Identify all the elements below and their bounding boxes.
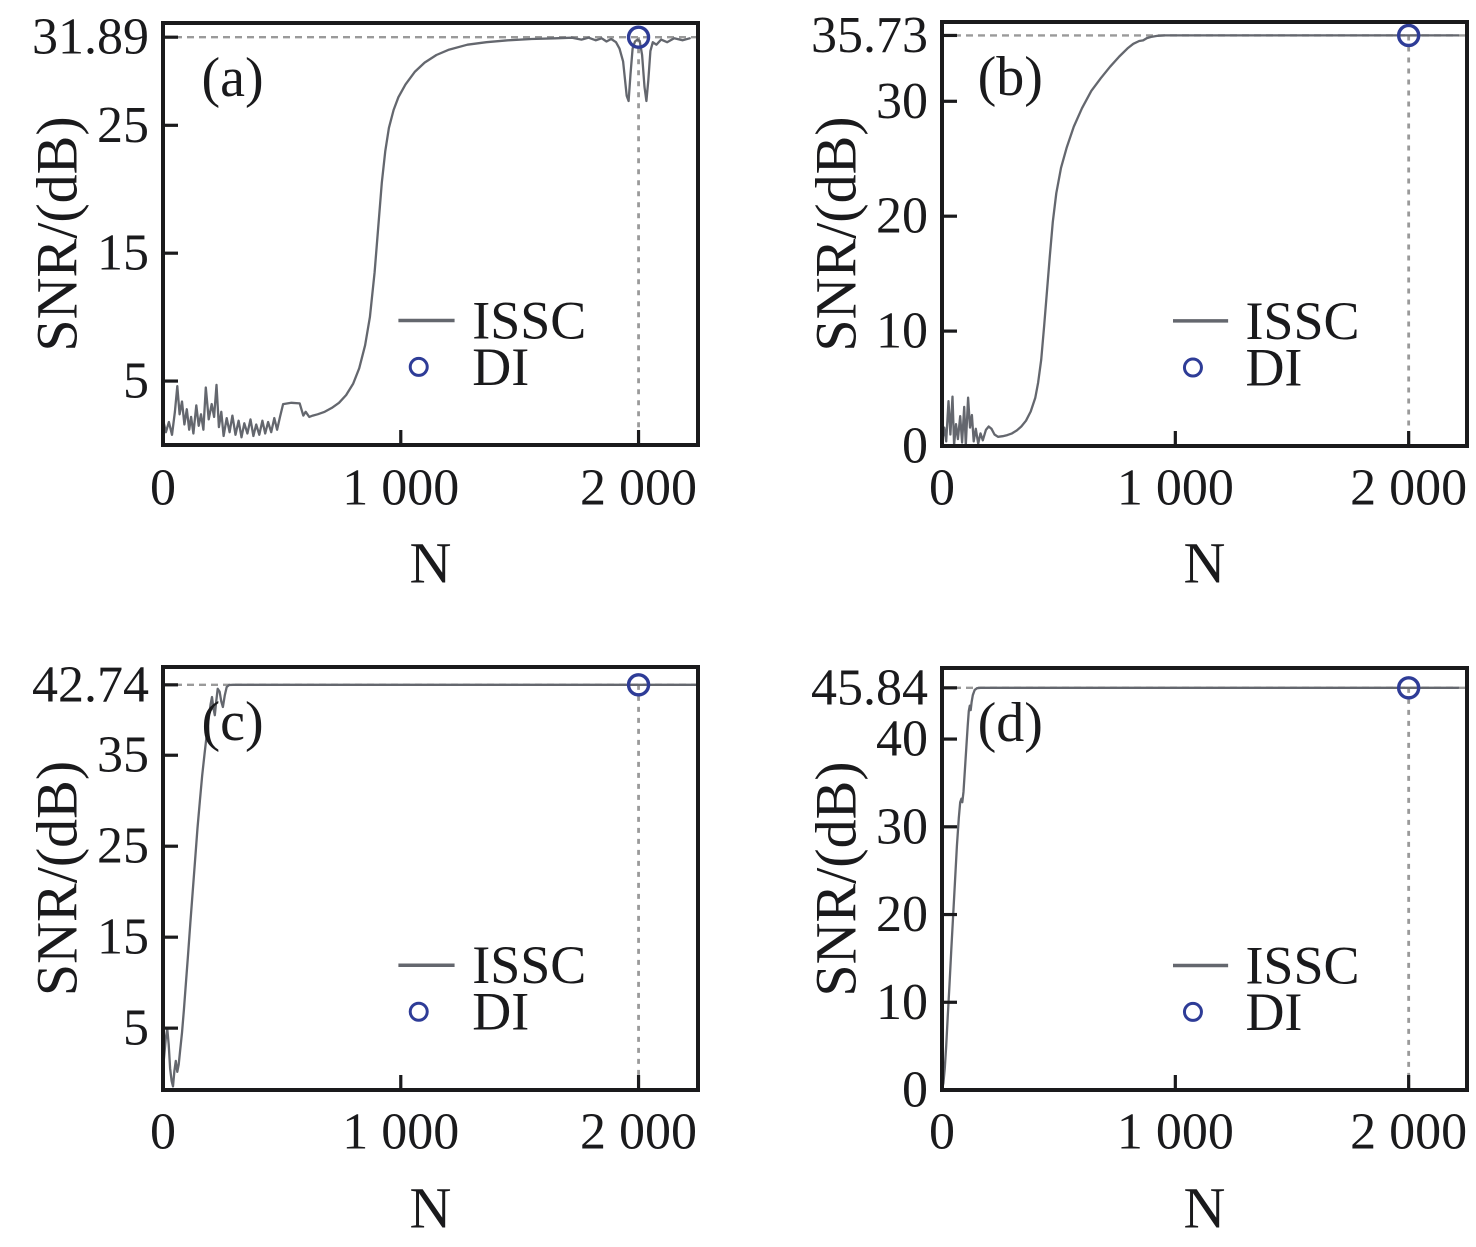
y-tick-label: 5 <box>123 353 149 410</box>
legend-issc-label: ISSC <box>472 291 586 351</box>
issc-curve <box>940 34 1460 447</box>
di-marker <box>1396 23 1421 48</box>
legend-di-label: DI <box>1245 338 1302 398</box>
y-tick-label: 0 <box>902 418 928 475</box>
legend-di-marker-sample <box>1182 357 1203 378</box>
x-tick-label: 1 000 <box>1117 460 1234 517</box>
x-axis-label: N <box>1184 531 1226 596</box>
x-tick-label: 0 <box>150 1104 176 1161</box>
legend-di-label: DI <box>1245 982 1302 1042</box>
panel-letter: (b) <box>978 46 1043 108</box>
legend-issc-label: ISSC <box>1245 291 1359 351</box>
y-tick-label: 5 <box>123 1000 149 1057</box>
x-tick-label: 1 000 <box>342 460 459 517</box>
legend-di-label: DI <box>472 337 529 397</box>
y-max-label: 35.73 <box>811 7 928 64</box>
issc-curve <box>161 36 691 439</box>
y-max-label: 45.84 <box>811 659 928 716</box>
y-tick-label: 40 <box>876 711 928 768</box>
x-tick-label: 2 000 <box>1350 1104 1467 1161</box>
x-tick-label: 0 <box>929 1104 955 1161</box>
panel-letter: (c) <box>201 691 263 753</box>
y-tick-label: 25 <box>97 818 149 875</box>
panel-letter: (d) <box>978 692 1043 754</box>
legend-di-marker-sample <box>408 1001 429 1022</box>
plot-frame <box>161 665 700 1092</box>
y-tick-label: 15 <box>97 225 149 282</box>
plot-frame <box>940 666 1469 1092</box>
plot-frame <box>940 20 1469 448</box>
y-tick-label: 20 <box>876 886 928 943</box>
legend-di-marker-sample <box>1182 1001 1203 1022</box>
panel-b-chart: 0 10 20 30 35.73 0 1 000 2 000 SNR/(dB) N (b) ISSCD… <box>804 7 1469 596</box>
y-max-label: 42.74 <box>32 656 149 713</box>
legend-issc-label: ISSC <box>472 935 586 995</box>
y-tick-label: 25 <box>97 97 149 154</box>
y-tick-label: 30 <box>876 798 928 855</box>
y-axis-label: SNR/(dB) <box>804 116 869 351</box>
y-tick-label: 10 <box>876 303 928 360</box>
di-marker <box>626 673 651 697</box>
plot-frame <box>161 21 700 447</box>
x-tick-label: 2 000 <box>580 1104 697 1161</box>
panel-letter: (a) <box>201 47 263 109</box>
y-tick-label: 0 <box>902 1062 928 1119</box>
x-axis-label: N <box>1184 1176 1226 1241</box>
y-tick-label: 10 <box>876 974 928 1031</box>
di-marker <box>626 25 651 49</box>
y-tick-label: 30 <box>876 73 928 130</box>
x-axis-label: N <box>410 531 452 596</box>
panel-c-chart: 5 15 25 35 42.74 0 1 000 2 000 SNR/(dB) N (c) ISSCD… <box>25 656 700 1241</box>
y-axis-label: SNR/(dB) <box>804 761 869 996</box>
legend-di-marker-sample <box>408 356 429 377</box>
legend-di-label: DI <box>472 982 529 1042</box>
di-marker <box>1396 676 1421 700</box>
x-tick-label: 1 000 <box>1117 1104 1234 1161</box>
x-tick-label: 0 <box>150 460 176 517</box>
legend-issc-label: ISSC <box>1245 936 1359 996</box>
x-tick-label: 2 000 <box>580 460 697 517</box>
issc-curve <box>161 683 697 1088</box>
y-tick-label: 35 <box>97 727 149 784</box>
x-tick-label: 2 000 <box>1350 460 1467 517</box>
y-axis-label: SNR/(dB) <box>25 116 90 351</box>
x-tick-label: 0 <box>929 460 955 517</box>
x-tick-label: 1 000 <box>342 1104 459 1161</box>
x-axis-label: N <box>410 1176 452 1241</box>
y-tick-label: 15 <box>97 909 149 966</box>
issc-curve <box>940 686 1460 1092</box>
y-tick-label: 20 <box>876 188 928 245</box>
y-axis-label: SNR/(dB) <box>25 761 90 996</box>
y-max-label: 31.89 <box>32 9 149 66</box>
